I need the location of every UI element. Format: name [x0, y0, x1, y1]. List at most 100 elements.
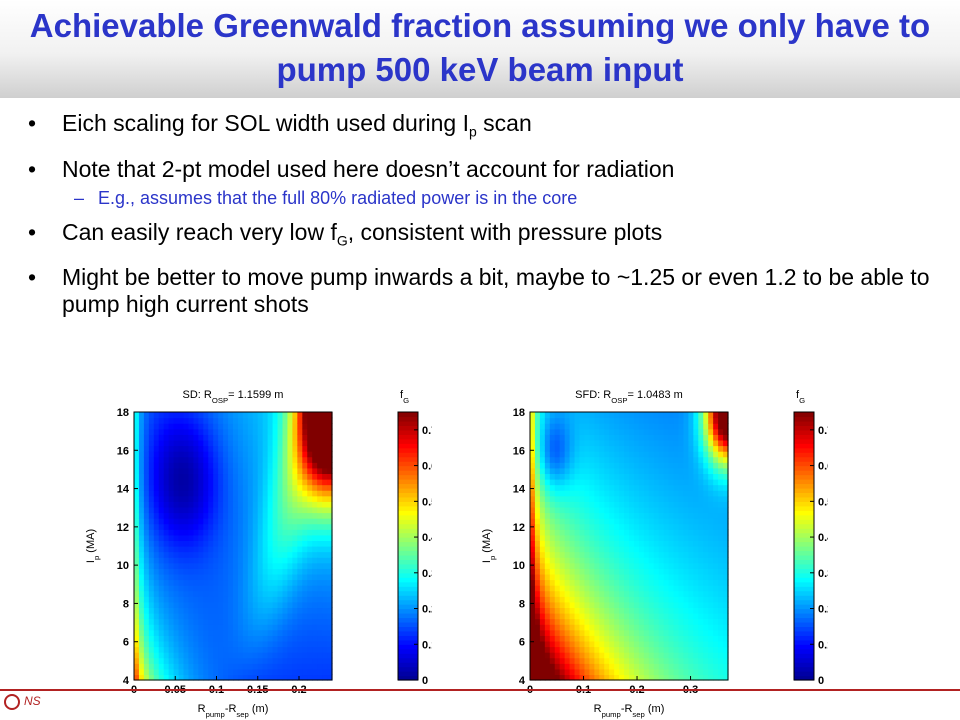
heatmap-cell [287, 534, 293, 542]
heatmap-cell [173, 529, 180, 536]
heatmap-cell [698, 663, 704, 670]
heatmap-cell [708, 596, 714, 603]
heatmap-cell [322, 490, 328, 497]
heatmap-cell [708, 557, 714, 564]
heatmap-cell [262, 657, 269, 664]
heatmap-cell [653, 562, 660, 569]
heatmap-cell [703, 624, 709, 631]
heatmap-cell [173, 412, 180, 419]
heatmap-cell [549, 646, 556, 653]
heatmap-cell [653, 668, 660, 676]
heatmap-cell [614, 534, 620, 542]
heatmap-cell [683, 601, 689, 609]
heatmap-cell [188, 479, 194, 486]
heatmap-cell [673, 551, 680, 558]
heatmap-cell [257, 624, 264, 631]
heatmap-cell [163, 540, 170, 547]
heatmap-cell [599, 462, 605, 469]
heatmap-cell [307, 439, 313, 447]
heatmap-cell [287, 456, 293, 463]
heatmap-cell [648, 518, 655, 525]
colorbar-cell [398, 438, 418, 444]
heatmap-cell [589, 646, 595, 653]
heatmap-cell [698, 585, 704, 592]
heatmap-cell [638, 618, 645, 625]
heatmap-cell [579, 451, 586, 458]
heatmap-cell [262, 484, 269, 491]
colorbar-cell [398, 559, 418, 565]
heatmap-cell [658, 635, 665, 642]
heatmap-cell [683, 462, 689, 469]
heatmap-cell [292, 512, 298, 519]
heatmap-cell [549, 518, 556, 525]
heatmap-cell [198, 618, 204, 625]
heatmap-cell [544, 412, 551, 419]
heatmap-cell [584, 674, 590, 681]
heatmap-cell [327, 652, 333, 659]
heatmap-cell [153, 423, 160, 430]
heatmap-cell [708, 467, 714, 475]
heatmap-cell [559, 501, 566, 508]
heatmap-cell [703, 668, 709, 676]
heatmap-cell [688, 585, 694, 592]
heatmap-cell [193, 557, 199, 564]
heatmap-cell [272, 607, 279, 614]
heatmap-cell [252, 495, 259, 502]
heatmap-cell [178, 618, 185, 625]
heatmap-cell [228, 618, 234, 625]
heatmap-cell [544, 434, 551, 441]
plot-frame [529, 411, 729, 681]
heatmap-cell [604, 512, 610, 519]
heatmap-cell [663, 635, 670, 642]
heatmap-cell [708, 529, 714, 536]
heatmap-cell [148, 445, 155, 452]
heatmap-cell [307, 601, 313, 609]
heatmap-cell [148, 540, 155, 547]
heatmap-cell [584, 585, 590, 592]
heatmap-cell [272, 506, 279, 514]
heatmap-cell [633, 573, 640, 581]
heatmap-cell [223, 546, 229, 553]
heatmap-cell [223, 423, 229, 430]
heatmap-cell [589, 607, 595, 614]
heatmap-cell [648, 490, 655, 497]
heatmap-cell [272, 523, 279, 530]
heatmap-cell [163, 412, 170, 419]
heatmap-cell [287, 546, 293, 553]
heatmap-cell [233, 412, 239, 419]
heatmap-cell [609, 506, 615, 514]
heatmap-cell [322, 674, 328, 681]
heatmap-cell [317, 506, 323, 514]
heatmap-cell [223, 512, 229, 519]
heatmap-cell [252, 434, 259, 441]
heatmap-cell [252, 663, 259, 670]
heatmap-cell [237, 668, 244, 676]
heatmap-cell [188, 501, 194, 508]
heatmap-cell [218, 456, 224, 463]
heatmap-cell [158, 624, 165, 631]
heatmap-cell [292, 613, 298, 620]
heatmap-cell [609, 456, 615, 463]
heatmap-cell [163, 506, 170, 514]
heatmap-cell [163, 674, 170, 681]
heatmap-cell [549, 428, 556, 435]
heatmap-cell [158, 506, 165, 514]
heatmap-cell [257, 635, 264, 642]
heatmap-cell [688, 534, 694, 542]
heatmap-cell [658, 590, 665, 597]
heatmap-cell [624, 456, 630, 463]
heatmap-cell [564, 529, 571, 536]
heatmap-cell [648, 540, 655, 547]
heatmap-cell [658, 534, 665, 542]
heatmap-cell [262, 607, 269, 614]
heatmap-cell [208, 490, 214, 497]
heatmap-cell [158, 585, 165, 592]
heatmap-cell [292, 534, 298, 542]
sub-bullet-item: – E.g., assumes that the full 80% radiat… [28, 187, 948, 209]
heatmap-cell [213, 490, 219, 497]
heatmap-cell [307, 557, 313, 564]
heatmap-cell [257, 479, 264, 486]
heatmap-cell [703, 573, 709, 581]
heatmap-cell [683, 585, 689, 592]
heatmap-cell [574, 562, 581, 569]
